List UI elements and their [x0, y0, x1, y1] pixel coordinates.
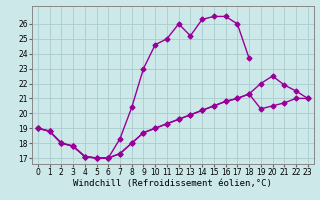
X-axis label: Windchill (Refroidissement éolien,°C): Windchill (Refroidissement éolien,°C) — [73, 179, 272, 188]
